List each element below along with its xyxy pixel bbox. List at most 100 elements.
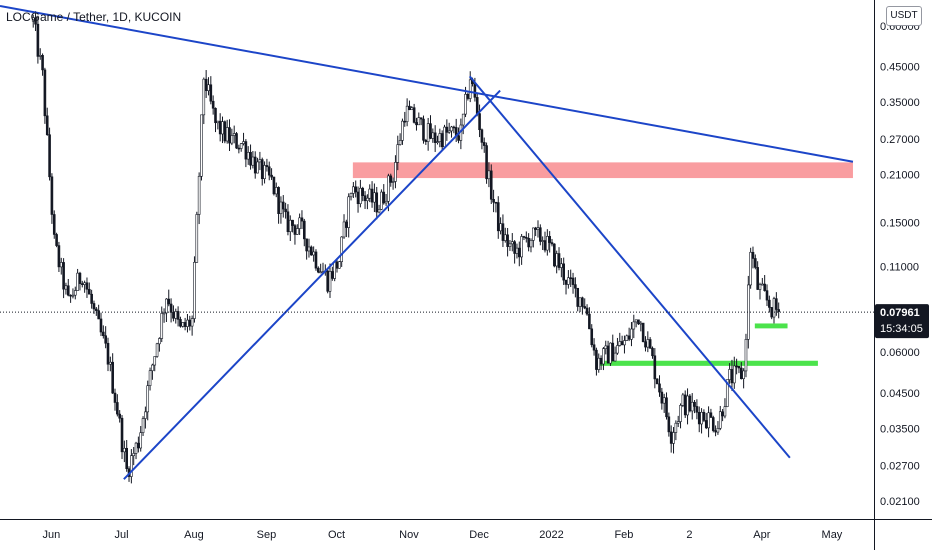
candle <box>489 164 493 205</box>
candle <box>585 304 589 316</box>
candle <box>359 179 362 208</box>
price-tick-label: 0.02700 <box>880 460 920 472</box>
candle <box>501 214 505 248</box>
candle <box>419 117 423 126</box>
time-tick-label: Jun <box>43 529 61 541</box>
time-tick-label: Jul <box>114 529 128 541</box>
time-tick-label: Sep <box>257 529 277 541</box>
candle <box>190 315 194 336</box>
candle <box>394 155 397 189</box>
candle <box>737 365 741 374</box>
candle <box>571 272 575 294</box>
candle <box>130 449 133 484</box>
candle <box>59 257 63 275</box>
candle <box>426 117 430 151</box>
candle <box>312 246 315 262</box>
candle <box>237 144 241 154</box>
candle <box>658 375 661 397</box>
candle <box>574 277 577 298</box>
candle <box>754 254 757 270</box>
candle <box>293 224 297 245</box>
candle <box>162 308 166 323</box>
candle <box>620 335 624 346</box>
candle <box>751 246 755 269</box>
candle <box>761 277 764 286</box>
candle <box>665 392 668 420</box>
current-price-value: 0.07961 <box>880 307 920 319</box>
candle <box>307 238 311 258</box>
candle <box>557 247 561 271</box>
candle <box>616 337 619 355</box>
candle <box>651 346 654 359</box>
candle <box>209 76 213 105</box>
candle <box>258 151 262 171</box>
candle <box>167 289 171 307</box>
descending-resistance-line[interactable] <box>0 5 854 163</box>
candle <box>286 204 290 236</box>
candle <box>447 122 451 134</box>
candle <box>644 336 647 352</box>
candle <box>595 347 598 376</box>
candle <box>770 307 773 320</box>
candle <box>328 263 332 298</box>
candle <box>401 118 404 145</box>
candle <box>158 337 161 352</box>
candle <box>749 247 752 289</box>
candle <box>335 258 339 273</box>
time-tick-label: 2022 <box>539 529 563 541</box>
candle <box>97 304 100 320</box>
candle <box>534 226 537 237</box>
candle <box>113 388 117 411</box>
candle <box>253 151 257 179</box>
candle <box>716 421 720 435</box>
candle <box>450 125 453 138</box>
candle <box>349 192 353 201</box>
candle <box>744 333 748 378</box>
candle <box>433 125 437 152</box>
candle <box>517 241 521 267</box>
candle <box>106 337 110 372</box>
currency-selector[interactable]: USDT <box>886 6 922 26</box>
candle <box>76 268 79 291</box>
price-tick-label: 0.21000 <box>880 170 920 182</box>
time-tick-label: Dec <box>469 529 489 541</box>
candle <box>553 243 556 268</box>
candle <box>492 189 495 213</box>
price-tick-label: 0.11000 <box>880 261 919 273</box>
candle <box>326 269 329 294</box>
candle <box>277 186 280 224</box>
candle <box>618 332 622 347</box>
candle <box>363 191 367 209</box>
candle <box>429 115 432 140</box>
candle <box>478 104 481 138</box>
candle <box>548 231 551 253</box>
candle <box>132 447 136 466</box>
time-axis[interactable]: Jun Jul Aug Sep Oct Nov Dec 2022 Feb 2 Apr May <box>43 529 843 541</box>
candle <box>768 295 771 313</box>
candle <box>443 124 446 149</box>
falling-trendline[interactable] <box>468 75 791 459</box>
candle <box>461 113 465 135</box>
candle <box>99 312 103 337</box>
candle <box>300 210 304 230</box>
candle <box>499 217 502 235</box>
rising-support-line[interactable] <box>123 89 501 480</box>
candle <box>436 135 439 145</box>
candle <box>298 213 301 235</box>
price-axis[interactable]: 0.60000 0.45000 0.35000 0.27000 0.21000 0.150… <box>880 21 920 508</box>
candle <box>88 282 91 295</box>
candle <box>655 378 659 385</box>
candle <box>676 415 680 428</box>
candle <box>543 231 547 253</box>
candle <box>487 162 491 188</box>
candle <box>256 157 259 174</box>
candle <box>627 327 631 342</box>
candle <box>230 128 234 146</box>
candle <box>64 282 68 295</box>
time-tick-label: Feb <box>614 529 633 541</box>
candle <box>43 67 47 124</box>
candle <box>711 415 715 433</box>
candle <box>356 186 360 213</box>
candle <box>485 142 488 184</box>
